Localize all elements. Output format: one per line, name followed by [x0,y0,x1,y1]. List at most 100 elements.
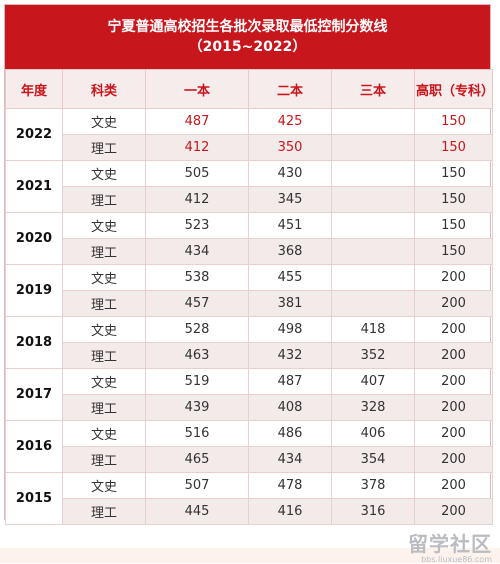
tier1-cell: 528 [145,316,249,343]
tier3-cell: 354 [331,446,415,473]
year-cell: 2018 [5,316,63,369]
year-cell: 2021 [5,160,63,213]
tier1-cell: 439 [145,394,249,421]
tier3-cell: 418 [331,316,415,343]
vocational-cell: 200 [414,316,493,343]
category-cell: 文史 [62,420,146,447]
tier2-cell: 486 [248,420,332,447]
tier3-cell [331,212,415,239]
year-cell: 2017 [5,368,63,421]
tier3-cell: 328 [331,394,415,421]
header-vocational: 高职（专科） [414,69,494,109]
table-row: 理工 445 416 316 200 [6,498,493,525]
bottom-strip [0,548,500,563]
watermark-logo-text: 留学社区 [408,532,492,556]
year-cell: 2020 [5,212,63,265]
table-header-row: 年度 科类 一本 二本 三本 高职（专科） [5,69,494,109]
vocational-cell: 200 [414,472,493,499]
table-row: 2022 文史 487 425 150 [5,108,493,161]
tier2-cell: 498 [248,316,332,343]
vocational-cell: 150 [414,212,493,239]
header-year: 年度 [5,69,63,109]
category-cell: 文史 [62,160,146,187]
table-row: 2018 文史 528 498 418 200 [5,316,493,369]
table-title-banner: 宁夏普通高校招生各批次录取最低控制分数线 （2015~2022） [5,5,490,69]
vocational-cell: 200 [414,446,493,473]
tier3-cell [331,238,415,265]
table-row: 2016 文史 516 486 406 200 [5,420,493,473]
tier2-cell: 350 [248,134,332,161]
header-tier2: 二本 [248,69,332,109]
vocational-cell: 150 [414,238,493,265]
vocational-cell: 150 [414,134,493,161]
vocational-cell: 200 [414,264,493,291]
tier2-cell: 381 [248,290,332,317]
table-row: 2021 文史 505 430 150 [5,160,493,213]
tier3-cell: 378 [331,472,415,499]
tier2-cell: 416 [248,498,332,525]
table-row: 理工 463 432 352 200 [6,342,493,369]
tier2-cell: 368 [248,238,332,265]
tier2-cell: 425 [248,108,332,135]
tier1-cell: 412 [145,134,249,161]
year-cell: 2022 [5,108,63,161]
vocational-cell: 150 [414,186,493,213]
score-table: 年度 科类 一本 二本 三本 高职（专科） 2022 文史 487 425 150 理工 4… [5,69,494,525]
table-row: 理工 412 350 150 [6,134,493,161]
tier1-cell: 465 [145,446,249,473]
tier1-cell: 519 [145,368,249,395]
category-cell: 理工 [62,394,146,421]
header-tier1: 一本 [145,69,249,109]
category-cell: 文史 [62,264,146,291]
tier1-cell: 507 [145,472,249,499]
table-row: 理工 465 434 354 200 [6,446,493,473]
vocational-cell: 200 [414,342,493,369]
watermark-logo: 留学社区 bbs.liuxue86.com [408,528,492,564]
tier1-cell: 445 [145,498,249,525]
tier1-cell: 487 [145,108,249,135]
table-row: 理工 412 345 150 [6,186,493,213]
tier3-cell [331,186,415,213]
tier1-cell: 463 [145,342,249,369]
category-cell: 理工 [62,134,146,161]
category-cell: 文史 [62,316,146,343]
tier2-cell: 455 [248,264,332,291]
category-cell: 文史 [62,212,146,239]
tier3-cell [331,264,415,291]
tier1-cell: 434 [145,238,249,265]
table-body: 2022 文史 487 425 150 理工 412 350 150 2021 文史 505 430 15… [5,108,493,525]
category-cell: 理工 [62,342,146,369]
table-row: 理工 457 381 200 [6,290,493,317]
tier1-cell: 505 [145,160,249,187]
tier2-cell: 432 [248,342,332,369]
tier3-cell: 407 [331,368,415,395]
vocational-cell: 200 [414,368,493,395]
tier3-cell [331,108,415,135]
table-row: 理工 439 408 328 200 [6,394,493,421]
year-cell: 2019 [5,264,63,317]
category-cell: 文史 [62,472,146,499]
header-category: 科类 [62,69,146,109]
category-cell: 理工 [62,498,146,525]
vocational-cell: 200 [414,420,493,447]
category-cell: 理工 [62,446,146,473]
category-cell: 文史 [62,108,146,135]
header-tier3: 三本 [331,69,415,109]
tier3-cell: 352 [331,342,415,369]
tier2-cell: 478 [248,472,332,499]
tier3-cell [331,160,415,187]
tier2-cell: 430 [248,160,332,187]
vocational-cell: 150 [414,108,493,135]
table-subtitle-years: （2015~2022） [188,39,307,55]
tier2-cell: 451 [248,212,332,239]
tier3-cell: 406 [331,420,415,447]
category-cell: 文史 [62,368,146,395]
category-cell: 理工 [62,290,146,317]
tier1-cell: 516 [145,420,249,447]
tier2-cell: 345 [248,186,332,213]
vocational-cell: 200 [414,394,493,421]
vocational-cell: 200 [414,498,493,525]
table-row: 理工 434 368 150 [6,238,493,265]
table-row: 2019 文史 538 455 200 [5,264,493,317]
vocational-cell: 150 [414,160,493,187]
